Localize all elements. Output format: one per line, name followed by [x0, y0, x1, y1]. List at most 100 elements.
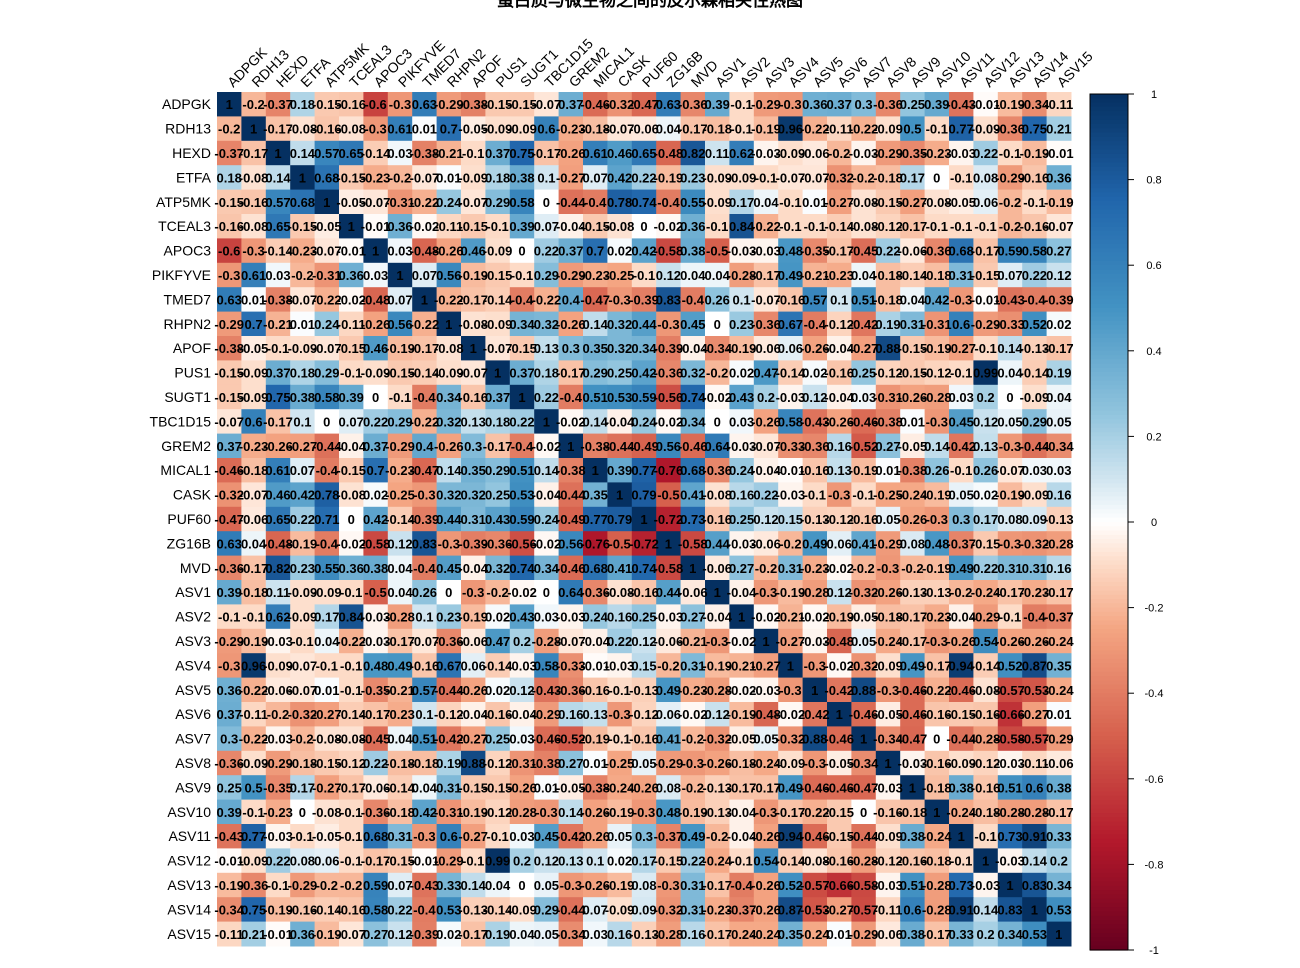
- cell-value-label: 0.74: [631, 195, 657, 210]
- cell-value-label: -0.36: [751, 317, 781, 332]
- heatmap-cell: [875, 189, 901, 215]
- cell-value-label: -0.1: [462, 854, 484, 869]
- cell-value-label: -0.26: [898, 512, 928, 527]
- heatmap-cell: [461, 262, 486, 288]
- cell-value-label: 0.53: [1046, 902, 1071, 917]
- colorbar-swatch: [1090, 98, 1128, 104]
- heatmap-cell: [339, 214, 364, 239]
- heatmap-cell: [851, 384, 877, 410]
- cell-value-label: 1: [226, 97, 233, 112]
- heatmap-cell: [1046, 262, 1072, 288]
- cell-value-label: 0.22: [265, 854, 290, 869]
- cell-value-label: -0.1: [267, 341, 289, 356]
- cell-value-label: -0.27: [458, 829, 488, 844]
- cell-value-label: 0.59: [997, 244, 1022, 259]
- heatmap-cell: [387, 214, 413, 239]
- heatmap-cell: [973, 262, 999, 288]
- cell-value-label: 0.19: [485, 927, 510, 942]
- heatmap-cell: [558, 189, 584, 215]
- heatmap-cell: [827, 384, 852, 410]
- cell-value-label: 0.04: [753, 195, 779, 210]
- heatmap-cell: [949, 409, 974, 435]
- cell-value-label: 0.18: [485, 170, 510, 185]
- heatmap-cell: [875, 409, 901, 435]
- colorbar-swatch: [1090, 932, 1128, 938]
- cell-value-label: -0.01: [263, 927, 293, 942]
- colorbar-swatch: [1090, 316, 1128, 322]
- cell-value-label: -0.2: [755, 561, 777, 576]
- cell-value-label: -0.1: [340, 683, 362, 698]
- cell-value-label: -0.1: [218, 610, 240, 625]
- cell-value-label: 0.48: [363, 658, 388, 673]
- cell-value-label: 0.4: [415, 439, 434, 454]
- cell-value-label: -0.19: [605, 878, 635, 893]
- row-label: ASV13: [167, 877, 211, 893]
- cell-value-label: 0.16: [1046, 488, 1071, 503]
- heatmap-cell: [705, 189, 730, 215]
- colorbar-swatch: [1090, 487, 1128, 493]
- cell-value-label: -0.07: [410, 170, 440, 185]
- heatmap-cell: [949, 311, 974, 337]
- colorbar-swatch: [1090, 731, 1128, 737]
- colorbar-swatch: [1090, 543, 1128, 549]
- heatmap-cell: [363, 287, 389, 313]
- cell-value-label: -0.13: [1044, 512, 1074, 527]
- cell-value-label: -0.14: [483, 292, 513, 307]
- heatmap-cell: [607, 287, 633, 313]
- cell-value-label: -0.3: [755, 805, 777, 820]
- heatmap-cell: [827, 189, 852, 215]
- colorbar-swatch: [1090, 444, 1128, 450]
- cell-value-label: -0.09: [312, 585, 342, 600]
- heatmap-cell: [339, 92, 364, 117]
- cell-value-label: 0.08: [656, 780, 681, 795]
- cell-value-label: 1: [811, 683, 818, 698]
- cell-value-label: 0: [714, 317, 721, 332]
- heatmap-cell: [217, 384, 242, 410]
- cell-value-label: -0.58: [654, 244, 684, 259]
- cell-value-label: 0.31: [997, 561, 1022, 576]
- cell-value-label: -0.16: [849, 512, 879, 527]
- cell-value-label: -0.02: [654, 219, 684, 234]
- cell-value-label: -0.09: [507, 122, 537, 137]
- heatmap-cell: [363, 384, 389, 410]
- cell-value-label: 0.05: [1046, 414, 1071, 429]
- colorbar-swatch: [1090, 513, 1128, 519]
- cell-value-label: -0.28: [922, 902, 952, 917]
- heatmap-cell: [973, 140, 999, 166]
- cell-value-label: 0.1: [586, 854, 604, 869]
- cell-value-label: -0.29: [1044, 732, 1074, 747]
- heatmap-cell: [485, 336, 511, 361]
- cell-value-label: 0.19: [1046, 366, 1071, 381]
- cell-value-label: 1: [738, 610, 745, 625]
- cell-value-label: -0.4: [413, 561, 436, 576]
- cell-value-label: -0.18: [873, 292, 903, 307]
- heatmap-cell: [680, 336, 706, 361]
- cell-value-label: -0.47: [580, 292, 610, 307]
- cell-value-label: 0.01: [314, 683, 339, 698]
- cell-value-label: -0.36: [800, 439, 830, 454]
- cell-value-label: 0.06: [973, 195, 998, 210]
- cell-value-label: -0.06: [629, 122, 659, 137]
- heatmap-cell: [363, 360, 389, 386]
- cell-value-label: 0.39: [217, 805, 242, 820]
- cell-value-label: -0.17: [898, 219, 928, 234]
- cell-value-label: -0.07: [336, 927, 366, 942]
- heatmap-cell: [900, 116, 926, 142]
- cell-value-label: 0.22: [607, 634, 632, 649]
- colorbar-swatch: [1090, 560, 1128, 566]
- cell-value-label: -0.19: [605, 805, 635, 820]
- cell-value-label: 0.04: [387, 732, 413, 747]
- cell-value-label: -0.2: [852, 561, 874, 576]
- heatmap-cell: [973, 189, 999, 215]
- cell-value-label: -0.1: [633, 268, 655, 283]
- cell-value-label: -0.39: [629, 292, 659, 307]
- row-label: ASV7: [175, 731, 211, 747]
- cell-value-label: -0.26: [751, 829, 781, 844]
- cell-value-label: -0.28: [385, 610, 415, 625]
- row-label: ASV8: [175, 755, 211, 771]
- cell-value-label: -0.11: [215, 927, 244, 942]
- cell-value-label: 0.51: [997, 780, 1022, 795]
- heatmap-cell: [265, 458, 291, 483]
- heatmap-cell: [997, 409, 1023, 435]
- heatmap-cell: [387, 140, 413, 166]
